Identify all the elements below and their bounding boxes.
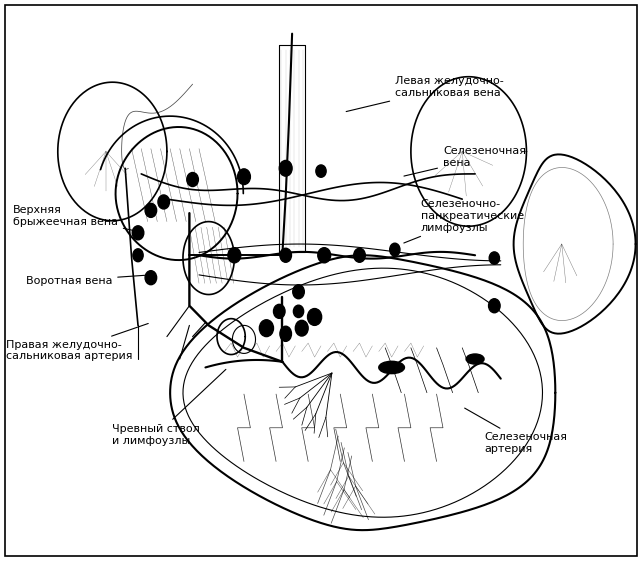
Text: Левая желудочно-
сальниковая вена: Левая желудочно- сальниковая вена (346, 76, 503, 112)
Ellipse shape (133, 249, 143, 262)
Ellipse shape (295, 320, 308, 336)
Ellipse shape (390, 243, 400, 256)
Ellipse shape (279, 160, 292, 176)
Text: Чревный ствол
и лимфоузлы: Чревный ствол и лимфоузлы (112, 369, 226, 445)
Ellipse shape (318, 248, 331, 263)
Ellipse shape (466, 354, 484, 364)
Ellipse shape (280, 327, 291, 341)
Text: Верхняя
брыжеечная вена: Верхняя брыжеечная вена (13, 205, 142, 232)
Ellipse shape (308, 309, 322, 325)
Text: Селезеночная
вена: Селезеночная вена (404, 146, 526, 176)
Ellipse shape (132, 226, 144, 240)
Ellipse shape (280, 249, 291, 263)
Text: Воротная вена: Воротная вена (26, 275, 148, 286)
Ellipse shape (259, 320, 273, 337)
Text: Селезеночная
артерия: Селезеночная артерия (465, 408, 568, 454)
Ellipse shape (354, 249, 365, 263)
Ellipse shape (187, 173, 198, 187)
Ellipse shape (145, 271, 157, 285)
Ellipse shape (489, 252, 499, 264)
Ellipse shape (316, 165, 326, 177)
Ellipse shape (238, 169, 250, 185)
Ellipse shape (158, 195, 169, 209)
Text: Правая желудочно-
сальниковая артерия: Правая желудочно- сальниковая артерия (6, 324, 148, 361)
Ellipse shape (228, 248, 241, 263)
Ellipse shape (293, 305, 304, 318)
Ellipse shape (273, 304, 285, 319)
Ellipse shape (379, 361, 404, 374)
Text: Селезеночно-
панкреатические
лимфоузлы: Селезеночно- панкреатические лимфоузлы (404, 199, 524, 243)
Ellipse shape (489, 299, 500, 313)
Ellipse shape (293, 285, 304, 299)
Ellipse shape (145, 204, 157, 218)
